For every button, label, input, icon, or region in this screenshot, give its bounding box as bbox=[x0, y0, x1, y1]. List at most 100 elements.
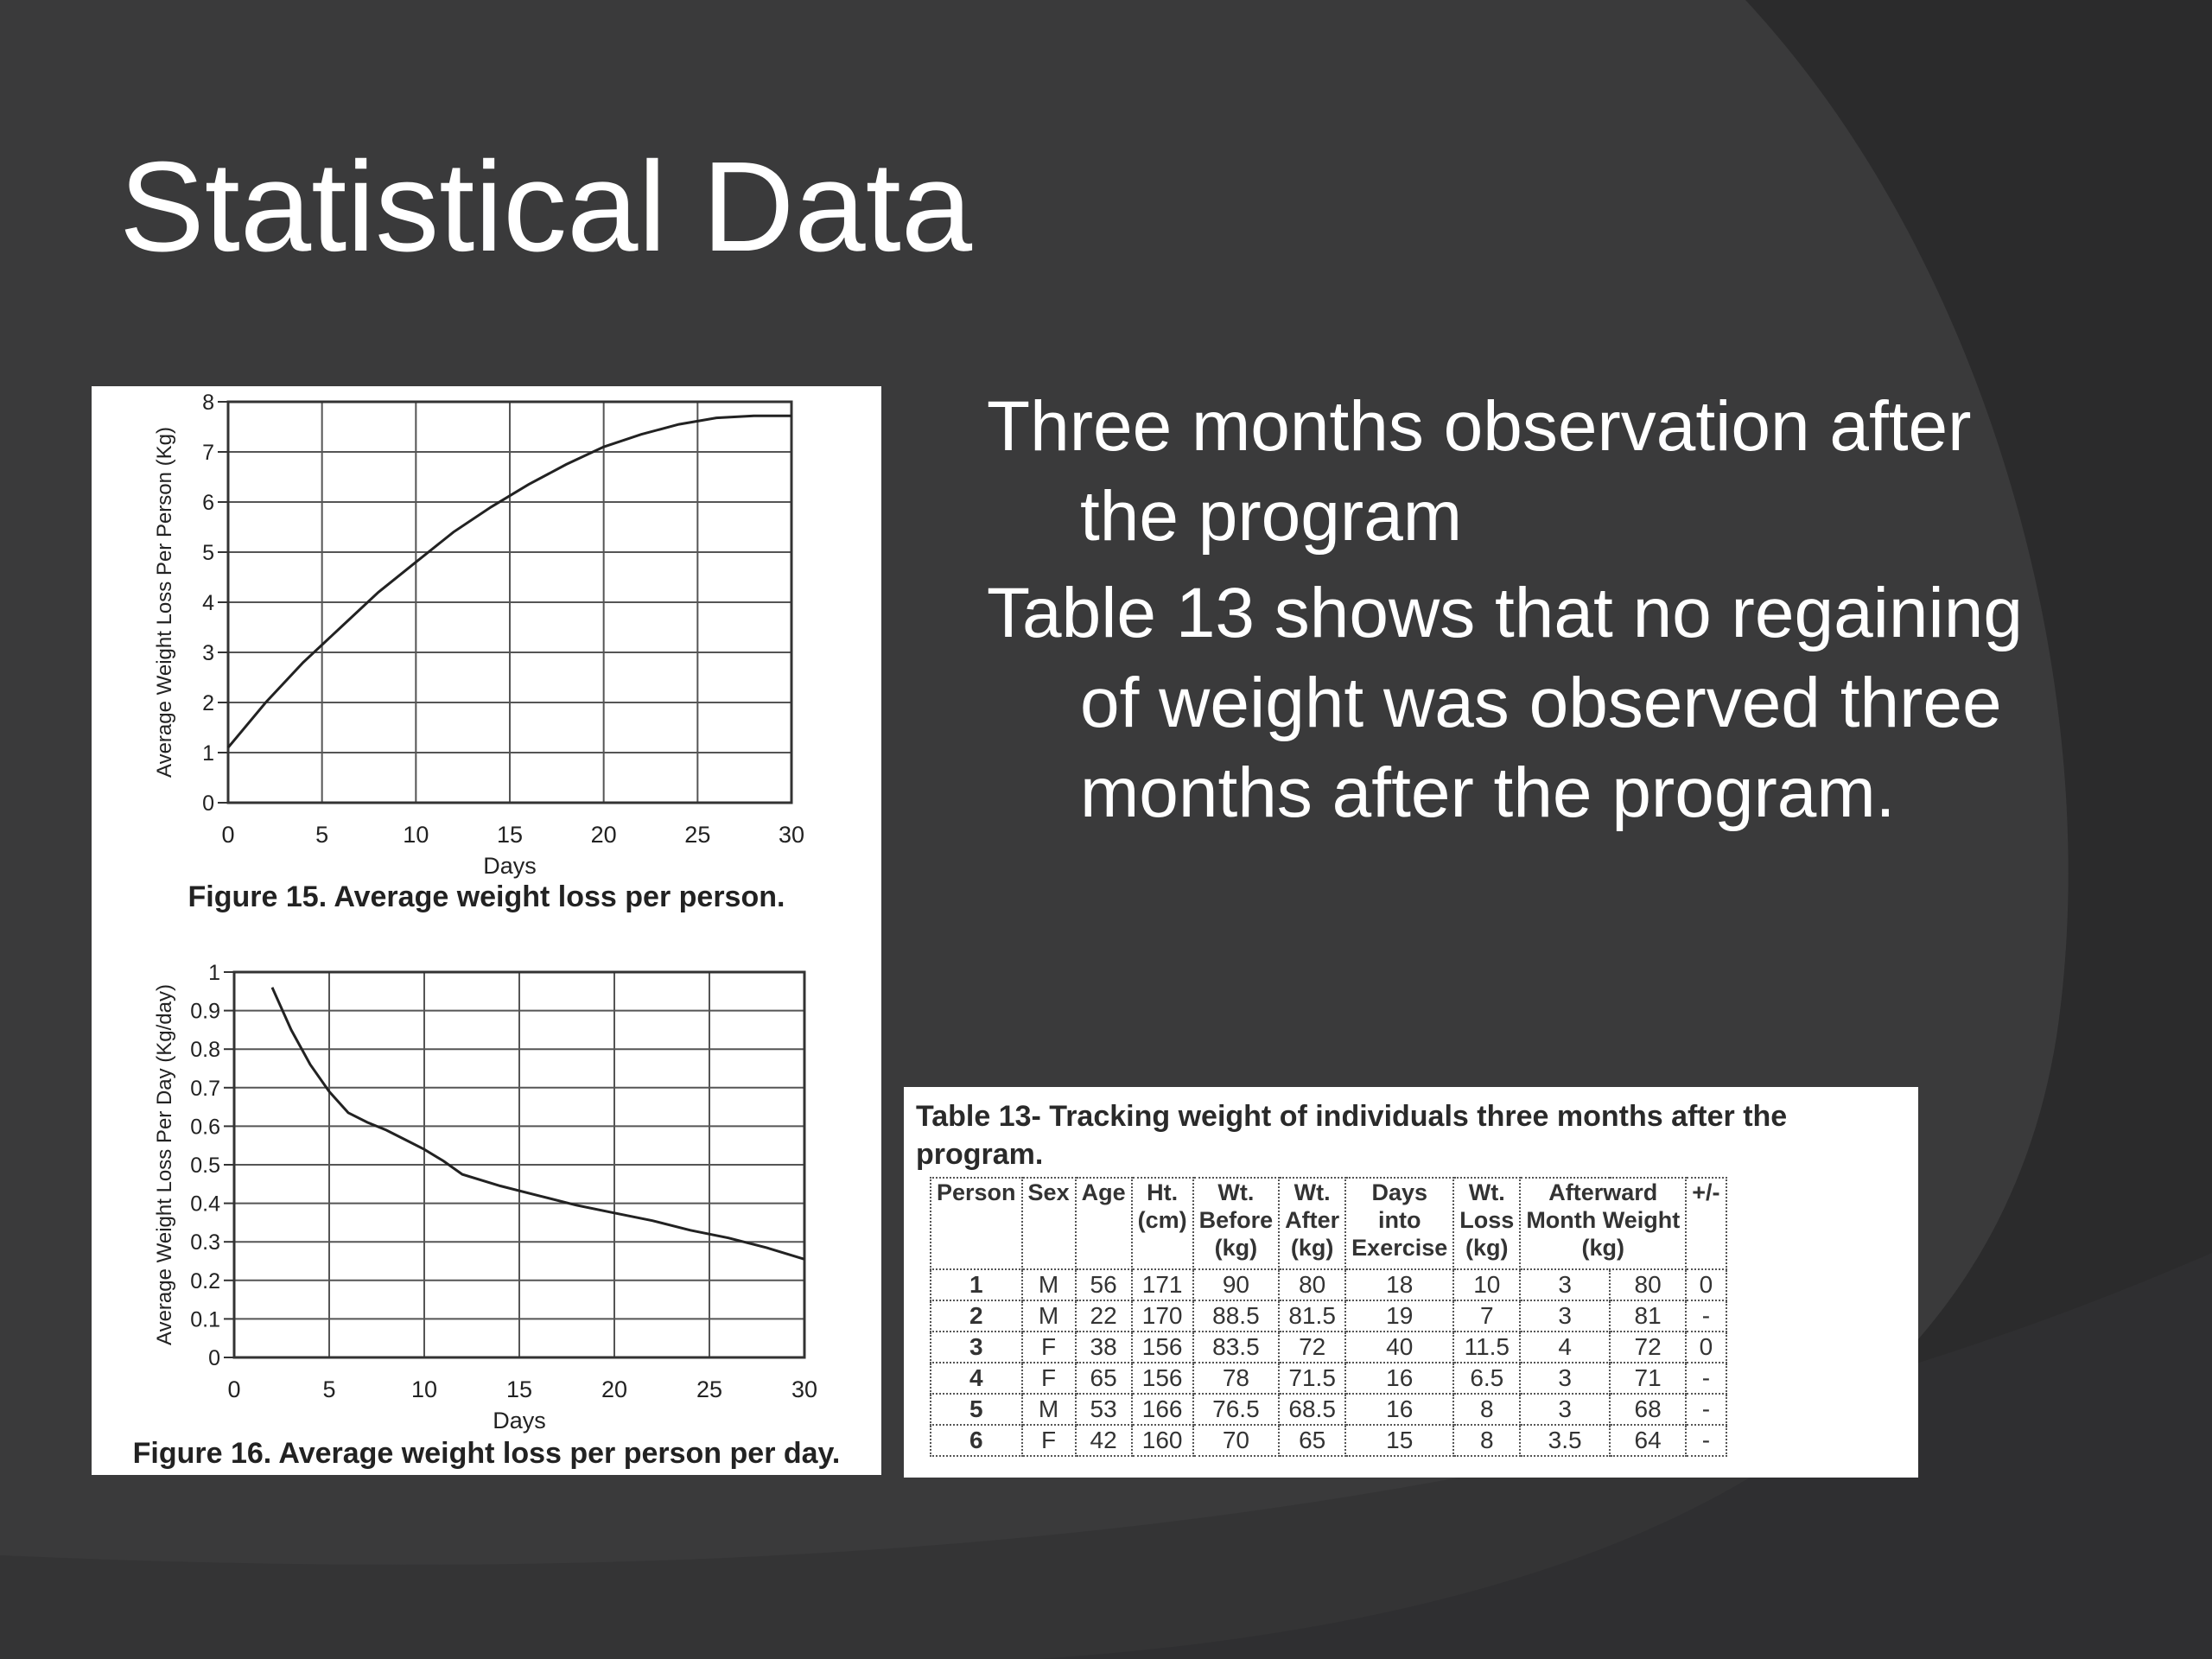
table-header-cell: Days into Exercise bbox=[1344, 1177, 1455, 1270]
fig16-plot-frame bbox=[232, 970, 806, 1359]
table-cell: 16 bbox=[1344, 1362, 1455, 1395]
table-row: 4 F 65 156 78 71.5 16 6.5 3 71- bbox=[930, 1362, 1727, 1395]
table-cell: 0 bbox=[1685, 1268, 1727, 1301]
table-cell: F bbox=[1020, 1424, 1077, 1457]
fig16-y-tick-label: 0.2 bbox=[190, 1269, 220, 1294]
table-cell: 65 bbox=[1074, 1362, 1133, 1395]
fig15-x-tick-label: 20 bbox=[591, 822, 617, 848]
table-cell: 90 bbox=[1192, 1268, 1281, 1301]
table-cell: 76.5 bbox=[1192, 1393, 1281, 1426]
slide-title: Statistical Data bbox=[119, 136, 973, 278]
table-cell: 11.5 bbox=[1452, 1331, 1522, 1363]
table-cell: 68 bbox=[1608, 1393, 1688, 1426]
table-cell: 4 bbox=[1519, 1331, 1611, 1363]
table-cell: 40 bbox=[1344, 1331, 1455, 1363]
table-cell: - bbox=[1685, 1393, 1727, 1426]
fig16-y-tick-label: 1 bbox=[208, 961, 220, 985]
table-cell: 3 bbox=[1519, 1393, 1611, 1426]
table-cell: - bbox=[1685, 1300, 1727, 1332]
table-cell: 3 bbox=[1519, 1268, 1611, 1301]
table-cell: 80 bbox=[1278, 1268, 1347, 1301]
table-cell: 42 bbox=[1074, 1424, 1133, 1457]
table-header-cell: Ht. (cm) bbox=[1130, 1177, 1194, 1270]
fig15-y-tick-label: 0 bbox=[202, 791, 214, 816]
table-row: 2 M 22 170 88.5 81.5 19 7 3 81- bbox=[930, 1300, 1727, 1332]
table-header-row: Person Sex Age Ht. (cm) Wt. Before (kg) Wt. After… bbox=[930, 1177, 1727, 1270]
table-cell: 38 bbox=[1074, 1331, 1133, 1363]
table-cell: 2 bbox=[930, 1300, 1023, 1332]
table-cell: 15 bbox=[1344, 1424, 1455, 1457]
fig16-y-tick-label: 0.5 bbox=[190, 1154, 220, 1178]
table-cell: 5 bbox=[930, 1393, 1023, 1426]
figures-panel: 0 5 10 15 20 25 30 0 1 2 3 4 5 6 7 8 Days Average Weight … bbox=[92, 386, 881, 1475]
table-title: Table 13- Tracking weight of individuals… bbox=[916, 1100, 1788, 1171]
fig15-x-tick-label: 5 bbox=[315, 822, 328, 848]
table-cell: 3.5 bbox=[1519, 1424, 1611, 1457]
table-cell: 1 bbox=[930, 1268, 1023, 1301]
table-cell: 19 bbox=[1344, 1300, 1455, 1332]
table-cell: M bbox=[1020, 1268, 1077, 1301]
table-cell: 88.5 bbox=[1192, 1300, 1281, 1332]
fig16-x-tick-label: 30 bbox=[791, 1376, 817, 1402]
fig16-series-line bbox=[270, 987, 805, 1261]
table-cell: - bbox=[1685, 1362, 1727, 1395]
table-row: 5 M 53 166 76.5 68.5 16 8 3 68- bbox=[930, 1393, 1727, 1426]
table-row: 3 F 38 156 83.5 72 40 11.5 4 72 0 bbox=[930, 1331, 1727, 1363]
bullet-list: Three months observation after the progr… bbox=[987, 382, 2075, 845]
table-cell: 166 bbox=[1130, 1393, 1194, 1426]
fig15-y-tick-label: 6 bbox=[202, 491, 214, 515]
fig15-y-tick-label: 8 bbox=[202, 391, 214, 415]
table-cell: 56 bbox=[1074, 1268, 1133, 1301]
table-cell: 4 bbox=[930, 1362, 1023, 1395]
table-cell: 8 bbox=[1452, 1393, 1522, 1426]
table-cell: 6 bbox=[930, 1424, 1023, 1457]
table-cell: F bbox=[1020, 1331, 1077, 1363]
table-cell: 83.5 bbox=[1192, 1331, 1281, 1363]
table-header-cell: Wt. Loss (kg) bbox=[1452, 1177, 1522, 1270]
table-header-cell: Wt. Before (kg) bbox=[1192, 1177, 1281, 1270]
table-panel: Table 13- Tracking weight of individuals… bbox=[904, 1087, 1918, 1478]
table-header-cell: Afterward Month Weight (kg) bbox=[1519, 1177, 1688, 1270]
table-cell: 6.5 bbox=[1452, 1362, 1522, 1395]
fig15-plot-frame bbox=[226, 400, 793, 804]
table-cell: 65 bbox=[1278, 1424, 1347, 1457]
table-cell: 68.5 bbox=[1278, 1393, 1347, 1426]
fig15-x-tick-label: 15 bbox=[497, 822, 523, 848]
fig16-y-tick-label: 0.1 bbox=[190, 1307, 220, 1332]
table-cell: 156 bbox=[1130, 1362, 1194, 1395]
table-cell: 71 bbox=[1608, 1362, 1688, 1395]
fig16-y-tick-label: 0.7 bbox=[190, 1077, 220, 1101]
table-cell: 7 bbox=[1452, 1300, 1522, 1332]
fig15-x-axis-label: Days bbox=[483, 853, 537, 879]
fig16-x-axis-label: Days bbox=[493, 1408, 546, 1433]
table-cell: 18 bbox=[1344, 1268, 1455, 1301]
fig16-x-tick-label: 15 bbox=[506, 1376, 532, 1402]
table-cell: 64 bbox=[1608, 1424, 1688, 1457]
table-cell: M bbox=[1020, 1300, 1077, 1332]
fig15-x-tick-label: 0 bbox=[221, 822, 234, 848]
fig16-y-tick-label: 0.6 bbox=[190, 1115, 220, 1139]
table-cell: 70 bbox=[1192, 1424, 1281, 1457]
table-cell: 8 bbox=[1452, 1424, 1522, 1457]
background-swoosh-lower bbox=[0, 1253, 2212, 1659]
fig15-caption: Figure 15. Average weight loss per perso… bbox=[188, 880, 785, 913]
table-cell: 10 bbox=[1452, 1268, 1522, 1301]
table-cell: 72 bbox=[1278, 1331, 1347, 1363]
fig15-series-line bbox=[226, 414, 791, 749]
table-cell: 71.5 bbox=[1278, 1362, 1347, 1395]
table-cell: 78 bbox=[1192, 1362, 1281, 1395]
table-cell: 160 bbox=[1130, 1424, 1194, 1457]
fig16-x-tick-label: 20 bbox=[601, 1376, 627, 1402]
table-cell: 3 bbox=[1519, 1300, 1611, 1332]
table-cell: 53 bbox=[1074, 1393, 1133, 1426]
table-row: 1 M 56 171 90 80 18 10 3 80 0 bbox=[930, 1268, 1727, 1301]
fig15-y-tick-label: 3 bbox=[202, 641, 214, 665]
table-cell: 171 bbox=[1130, 1268, 1194, 1301]
table-header-cell: Wt. After (kg) bbox=[1278, 1177, 1347, 1270]
bullet-item-1: Three months observation after the progr… bbox=[987, 387, 1972, 556]
fig15-x-tick-label: 10 bbox=[403, 822, 429, 848]
fig15-y-tick-label: 5 bbox=[202, 541, 214, 565]
table-cell: 81.5 bbox=[1278, 1300, 1347, 1332]
table-cell: 72 bbox=[1608, 1331, 1688, 1363]
